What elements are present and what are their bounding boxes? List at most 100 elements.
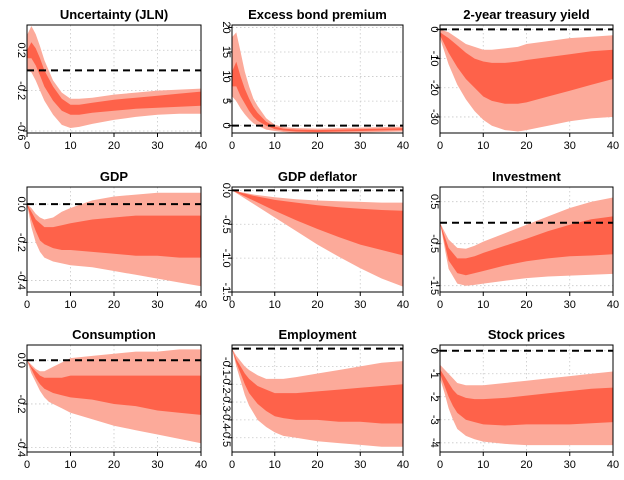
x-tick-label: 10 (477, 299, 489, 311)
y-tick-label: 0 (428, 348, 440, 354)
x-tick-label: 20 (311, 140, 323, 152)
panel-title: Employment (278, 327, 357, 342)
y-tick-label: -3 (428, 415, 440, 425)
y-tick-label: -0.2 (15, 395, 27, 414)
panel-4: 0 10 20 30 40 -0.4 -0.2 0.0 GDP (15, 169, 207, 311)
x-tick-label: 10 (477, 459, 489, 471)
x-tick-label: 30 (564, 140, 576, 152)
x-tick-label: 20 (520, 140, 532, 152)
x-tick-label: 10 (64, 299, 76, 311)
x-tick-label: 40 (195, 299, 207, 311)
y-tick-label: -0.2 (15, 233, 27, 252)
y-tick-label: -0.4 (15, 438, 27, 457)
panel-3: 0 10 20 30 40 0 -10 -20 -30 2-year treasury yield (428, 7, 619, 152)
panel-title: 2-year treasury yield (463, 7, 590, 22)
y-tick-label: 0.0 (15, 197, 27, 212)
x-tick-label: 0 (229, 140, 235, 152)
x-tick-label: 40 (195, 140, 207, 152)
x-tick-label: 30 (564, 299, 576, 311)
x-tick-label: 20 (108, 299, 120, 311)
panel-1: 0 10 20 30 40 -0.6 -0.2 0.2 Uncertainty (JLN) (15, 7, 207, 152)
y-tick-label: -0.2 (15, 81, 27, 100)
panel-title: GDP (100, 169, 129, 184)
x-tick-label: 20 (108, 459, 120, 471)
y-tick-label: -0.2 (220, 375, 232, 394)
panel-title: Investment (492, 169, 561, 184)
y-tick-label: -20 (428, 80, 440, 96)
x-tick-label: 30 (564, 459, 576, 471)
panel-title: Uncertainty (JLN) (60, 7, 168, 22)
x-tick-label: 10 (64, 140, 76, 152)
y-tick-label: 10 (220, 70, 232, 82)
y-tick-label: 0 (220, 123, 232, 129)
x-tick-label: 20 (520, 459, 532, 471)
x-tick-label: 40 (397, 299, 409, 311)
inner-confidence-band (232, 348, 403, 424)
inner-confidence-band (440, 216, 613, 276)
x-tick-label: 30 (151, 299, 163, 311)
x-tick-label: 10 (269, 140, 281, 152)
x-tick-label: 0 (229, 459, 235, 471)
x-tick-label: 20 (520, 299, 532, 311)
x-tick-label: 40 (397, 459, 409, 471)
x-tick-label: 0 (437, 459, 443, 471)
inner-confidence-band (440, 369, 613, 426)
y-tick-label: -0.5 (220, 215, 232, 234)
y-tick-label: -0.6 (15, 122, 27, 141)
x-tick-label: 10 (269, 299, 281, 311)
x-tick-label: 0 (24, 459, 30, 471)
panel-title: GDP deflator (278, 169, 357, 184)
y-tick-label: 20 (220, 21, 232, 33)
y-tick-label: -4 (428, 438, 440, 448)
inner-confidence-band (27, 42, 201, 115)
panel-6: 0 10 20 30 40 -1.5 -0.5 0.5 Investment (428, 169, 619, 311)
x-tick-label: 0 (437, 299, 443, 311)
panel-title: Stock prices (488, 327, 565, 342)
x-tick-label: 40 (195, 459, 207, 471)
inner-confidence-band (27, 360, 201, 415)
x-tick-label: 30 (151, 459, 163, 471)
x-tick-label: 40 (607, 299, 619, 311)
y-tick-label: -1.5 (220, 283, 232, 302)
x-tick-label: 0 (24, 140, 30, 152)
x-tick-label: 30 (354, 459, 366, 471)
panel-title: Excess bond premium (248, 7, 387, 22)
x-tick-label: 20 (108, 140, 120, 152)
x-tick-label: 40 (397, 140, 409, 152)
y-tick-label: -0.3 (220, 393, 232, 412)
y-tick-label: 15 (220, 46, 232, 58)
panel-9: 0 10 20 30 40 0 -1 -2 -3 -4 Stock prices (428, 327, 619, 471)
y-tick-label: -0.5 (428, 234, 440, 253)
y-tick-label: 5 (220, 98, 232, 104)
y-tick-label: 0.2 (15, 43, 27, 58)
x-tick-label: 0 (24, 299, 30, 311)
panel-title: Consumption (72, 327, 156, 342)
y-tick-label: -1.5 (428, 276, 440, 295)
x-tick-label: 10 (477, 140, 489, 152)
y-tick-label: -1 (428, 369, 440, 379)
panel-5: 0 10 20 30 40 0.0 -0.5 -1.0 -1.5 GDP deflator (220, 169, 409, 311)
y-tick-label: 0.0 (220, 183, 232, 198)
x-tick-label: 20 (311, 299, 323, 311)
y-tick-label: -2 (428, 392, 440, 402)
y-tick-label: -10 (428, 51, 440, 67)
x-tick-label: 0 (437, 140, 443, 152)
inner-confidence-band (27, 204, 201, 258)
x-tick-label: 20 (311, 459, 323, 471)
y-tick-label: -30 (428, 109, 440, 125)
x-tick-label: 40 (607, 140, 619, 152)
y-tick-label: 0.5 (428, 194, 440, 209)
inner-confidence-band (440, 32, 613, 104)
y-tick-label: -0.1 (220, 357, 232, 376)
x-tick-label: 30 (151, 140, 163, 152)
y-tick-label: -0.4 (220, 410, 232, 429)
x-tick-label: 40 (607, 459, 619, 471)
x-tick-label: 0 (229, 299, 235, 311)
y-tick-label: -0.4 (15, 271, 27, 290)
panel-7: 0 10 20 30 40 -0.4 -0.2 0.0 Consumption (15, 327, 207, 471)
panel-8: 0 10 20 30 40 -0.1-0.2-0.3-0.4-0.5 Employment (220, 327, 409, 471)
y-tick-label: -1.0 (220, 249, 232, 268)
x-tick-label: 10 (64, 459, 76, 471)
y-tick-label: -0.5 (220, 428, 232, 447)
